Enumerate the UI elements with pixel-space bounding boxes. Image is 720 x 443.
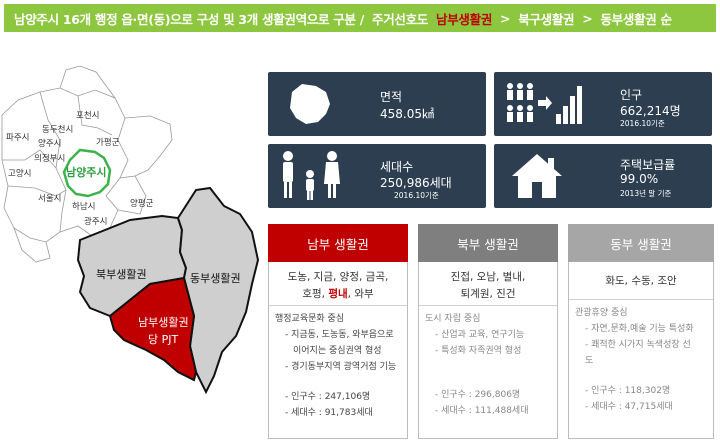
south-town-wabu: , 와부 (347, 288, 374, 300)
north-detail-2: - 특성화 자족권역 형성 (435, 346, 522, 356)
east-title-text: 동부 생활권 (610, 236, 672, 252)
north-details: 도시 자립 중심 - 산업과 교육, 연구기능 - 특성화 자족권역 형성 - … (425, 311, 551, 419)
north-divider (419, 305, 557, 306)
east-panel: 동부 생활권 화도, 수동, 조안 관광휴양 중심 - 자연,문화,예술 기능 … (568, 224, 714, 439)
east-towns-line1: 화도, 수동, 조안 (605, 275, 677, 287)
east-detail-0: 관광휴양 중심 (575, 308, 628, 318)
housing-value: 99.0% (620, 172, 659, 186)
south-panel-title: 남부 생활권 (268, 224, 408, 262)
population-value: 662,214명 (620, 104, 681, 118)
south-towns-line1: 도농, 지금, 양정, 금곡, (287, 271, 389, 283)
south-town-hopyeong: 호평, (302, 288, 325, 300)
north-towns: 진접, 오남, 별내, 퇴계원, 진건 (419, 269, 557, 303)
banner-main-text: 남양주시 16개 행정 읍·면(동)으로 구성 및 3개 생활권역으로 구분 / (14, 11, 365, 27)
south-towns-line2: 호평, 평내, 와부 (269, 286, 407, 303)
population-stat-card: 인구 662,214명 2016.10기준 (494, 72, 712, 136)
population-label: 인구 (620, 88, 643, 102)
banner-arrow-1: > (500, 10, 511, 26)
north-detail-1: - 산업과 교육, 연구기능 (435, 330, 525, 340)
banner-lead-text: 주거선호도 (372, 11, 429, 27)
banner-mid-text: 북구생활권 (518, 11, 575, 27)
north-population: - 인구수 : 296,806명 (435, 390, 521, 400)
house-icon (512, 154, 562, 198)
population-icon (507, 83, 582, 124)
region-east-label: 동부생활권 (190, 271, 241, 285)
map-label-paju: 파주시 (6, 133, 29, 143)
east-population: - 인구수 : 118,302명 (585, 386, 671, 396)
south-town-highlight: 평내 (328, 288, 348, 300)
south-title-text: 남부 생활권 (307, 236, 369, 252)
east-households: - 세대수 : 47,715세대 (585, 402, 673, 412)
area-label: 면적 (380, 90, 403, 104)
banner-end-text: 동부생활권 순 (600, 11, 672, 27)
region-east (176, 186, 260, 395)
area-value: 458.05㎢ (380, 107, 434, 121)
header-banner: 남양주시 16개 행정 읍·면(동)으로 구성 및 3개 생활권역으로 구분 /… (4, 4, 716, 32)
map-label-pocheon: 포천시 (76, 110, 99, 121)
east-towns: 화도, 수동, 조안 (569, 273, 713, 290)
south-details: 행정교육문화 중심 - 지금동, 도농동, 와부읍으로 이어지는 중심권역 형성… (275, 311, 401, 421)
family-icon (283, 151, 340, 200)
north-towns-line2: 퇴계원, 진건 (460, 288, 516, 300)
overview-map-outlines (1, 65, 173, 263)
north-towns-line1: 진접, 오남, 별내, (450, 271, 526, 283)
north-title-text: 북부 생활권 (457, 236, 519, 252)
map-label-uijeongbu: 의정부시 (34, 153, 65, 164)
north-panel: 북부 생활권 진접, 오남, 별내, 퇴계원, 진건 도시 자립 중심 - 산업… (418, 224, 558, 439)
east-detail-1: - 자연,문화,예술 기능 특성화 (585, 324, 694, 334)
map-label-seoul: 서울시 (38, 194, 61, 204)
households-label: 세대수 (380, 160, 414, 174)
banner-highlight: 남부생활권 (436, 11, 493, 27)
map-label-namyangju: 남양주시 (66, 165, 106, 179)
south-detail-1: - 지금동, 도농동, 와부읍으로 (285, 330, 394, 340)
map-label-gapyeong: 가평군 (96, 137, 120, 148)
east-details: 관광휴양 중심 - 자연,문화,예술 기능 특성화 - 쾌적한 시가지 녹색성장… (575, 305, 707, 415)
south-detail-2: 이어지는 중심권역 형성 (293, 346, 382, 356)
households-value: 250,986세대 (380, 176, 452, 190)
region-south (108, 276, 198, 382)
housing-note: 2013년 말 기준 (620, 189, 672, 198)
map-shape-icon (290, 84, 330, 124)
namyangju-outline (62, 148, 112, 198)
south-divider (269, 305, 407, 306)
region-south-sublabel: 당 PJT (148, 333, 178, 346)
east-panel-title: 동부 생활권 (568, 224, 714, 262)
south-households: - 세대수 : 91,783세대 (285, 408, 373, 418)
map-label-hanam: 하남시 (72, 201, 95, 212)
north-households: - 세대수 : 111,488세대 (435, 406, 529, 416)
banner-arrow-2: > (582, 10, 593, 26)
area-stat-card: 면적 458.05㎢ (268, 72, 486, 136)
south-detail-3: - 경기동부지역 광역거점 기능 (285, 362, 397, 372)
population-note: 2016.10기준 (620, 119, 665, 128)
map-label-yangju: 양주시 (38, 138, 61, 149)
north-panel-title: 북부 생활권 (418, 224, 558, 262)
map-label-yangpyeong: 양평군 (130, 198, 154, 209)
north-detail-0: 도시 자립 중심 (425, 314, 481, 324)
region-north-label: 북부생활권 (96, 267, 147, 281)
map-label-dongducheon: 동두천시 (42, 124, 73, 135)
south-panel: 남부 생활권 도농, 지금, 양정, 금곡, 호평, 평내, 와부 행정교육문화… (268, 224, 408, 439)
housing-stat-card: 주택보급률 99.0% 2013년 말 기준 (494, 144, 712, 208)
housing-label: 주택보급률 (620, 158, 676, 172)
south-towns: 도농, 지금, 양정, 금곡, 호평, 평내, 와부 (269, 269, 407, 303)
households-stat-card: 세대수 250,986세대 2016.10기준 (268, 144, 486, 208)
region-south-label: 남부생활권 (138, 315, 189, 329)
map-label-goyang: 고양시 (8, 168, 31, 179)
map-label-gwangju: 광주시 (84, 216, 107, 227)
east-divider (569, 299, 713, 300)
households-note: 2016.10기준 (394, 191, 439, 200)
east-detail-2: - 쾌적한 시가지 녹색성장 선 (585, 340, 691, 350)
south-population: - 인구수 : 247,106명 (285, 392, 371, 402)
region-map: 포천시 동두천시 파주시 양주시 가평군 의정부시 고양시 서울시 하남시 광주… (1, 65, 260, 395)
east-detail-3: 도 (585, 356, 594, 366)
south-detail-0: 행정교육문화 중심 (275, 314, 345, 324)
